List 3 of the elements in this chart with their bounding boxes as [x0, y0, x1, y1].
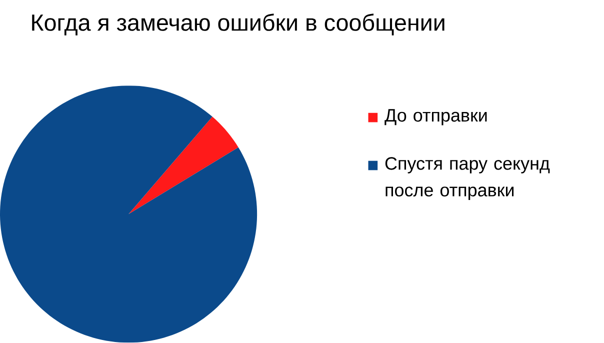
legend-label: Спустя пару секунд после отправки [385, 157, 550, 200]
legend-label: До отправки [384, 109, 487, 126]
chart-title: Когда я замечаю ошибки в сообщении [32, 14, 444, 36]
